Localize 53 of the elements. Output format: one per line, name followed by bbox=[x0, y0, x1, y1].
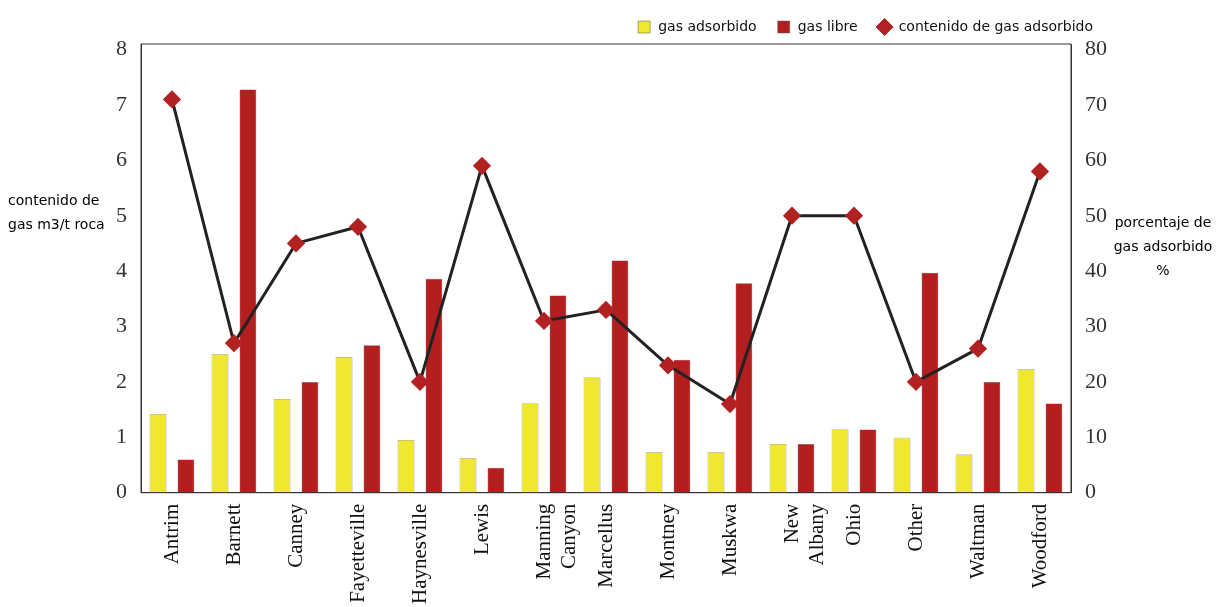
x-tick-label: Barnett bbox=[220, 503, 245, 566]
x-tick-label: Waltman bbox=[964, 503, 989, 579]
y-tick-label: 4 bbox=[116, 256, 127, 282]
point bbox=[287, 234, 305, 252]
point bbox=[535, 312, 553, 330]
x-tick-label: Haynesville bbox=[406, 503, 431, 605]
y-tick-label: 5 bbox=[116, 201, 127, 227]
x-tick-label: Woodford bbox=[1026, 503, 1051, 589]
x-tick-label: Antrim bbox=[158, 503, 183, 565]
y2-tick-label: 60 bbox=[1085, 146, 1107, 172]
y2-tick-label: 10 bbox=[1085, 423, 1107, 449]
x-tick-label: Manning Canyon bbox=[530, 503, 580, 580]
point bbox=[349, 218, 367, 236]
y-tick-label: 1 bbox=[116, 423, 127, 449]
y-axis-title: contenido de gas m3/t roca bbox=[8, 192, 105, 232]
legend-label: gas libre bbox=[797, 17, 858, 34]
y2-tick-label: 80 bbox=[1085, 35, 1107, 61]
point bbox=[225, 334, 243, 352]
y-tick-label: 6 bbox=[116, 146, 127, 172]
y-tick-label: 7 bbox=[116, 90, 127, 116]
point bbox=[845, 207, 863, 225]
y2-tick-label: 70 bbox=[1085, 90, 1107, 116]
y-tick-label: 2 bbox=[116, 367, 127, 393]
y2-tick-label: 30 bbox=[1085, 312, 1107, 338]
x-tick-label: Ohio bbox=[840, 503, 865, 546]
point bbox=[969, 340, 987, 358]
point bbox=[473, 157, 491, 175]
point bbox=[411, 373, 429, 391]
x-tick-label: Montney bbox=[654, 503, 679, 580]
y-tick-label: 0 bbox=[116, 478, 127, 504]
point bbox=[597, 301, 615, 319]
x-tick-label: Muskwa bbox=[716, 503, 741, 577]
point bbox=[907, 373, 925, 391]
y2-tick-label: 0 bbox=[1085, 478, 1096, 504]
point bbox=[1031, 162, 1049, 180]
y2-tick-label: 40 bbox=[1085, 256, 1107, 282]
y2-tick-label: 50 bbox=[1085, 201, 1107, 227]
y-tick-label: 3 bbox=[116, 312, 127, 338]
x-tick-label: Fayetteville bbox=[344, 503, 369, 603]
x-tick-label: Marcellus bbox=[592, 503, 617, 588]
legend-label: gas adsorbido bbox=[658, 17, 757, 34]
x-tick-label: Canney bbox=[282, 503, 307, 568]
y-tick-label: 8 bbox=[116, 35, 127, 61]
y2-axis-title: porcentaje de gas adsorbido % bbox=[1112, 213, 1214, 280]
point bbox=[721, 395, 739, 413]
y2-tick-label: 20 bbox=[1085, 367, 1107, 393]
x-tick-label: Other bbox=[902, 503, 927, 552]
legend-label: contenido de gas adsorbido bbox=[898, 17, 1093, 34]
point bbox=[659, 356, 677, 374]
point bbox=[783, 207, 801, 225]
x-tick-label: Lewis bbox=[468, 503, 493, 556]
point bbox=[163, 90, 181, 108]
x-tick-label: New Albany bbox=[778, 502, 828, 566]
